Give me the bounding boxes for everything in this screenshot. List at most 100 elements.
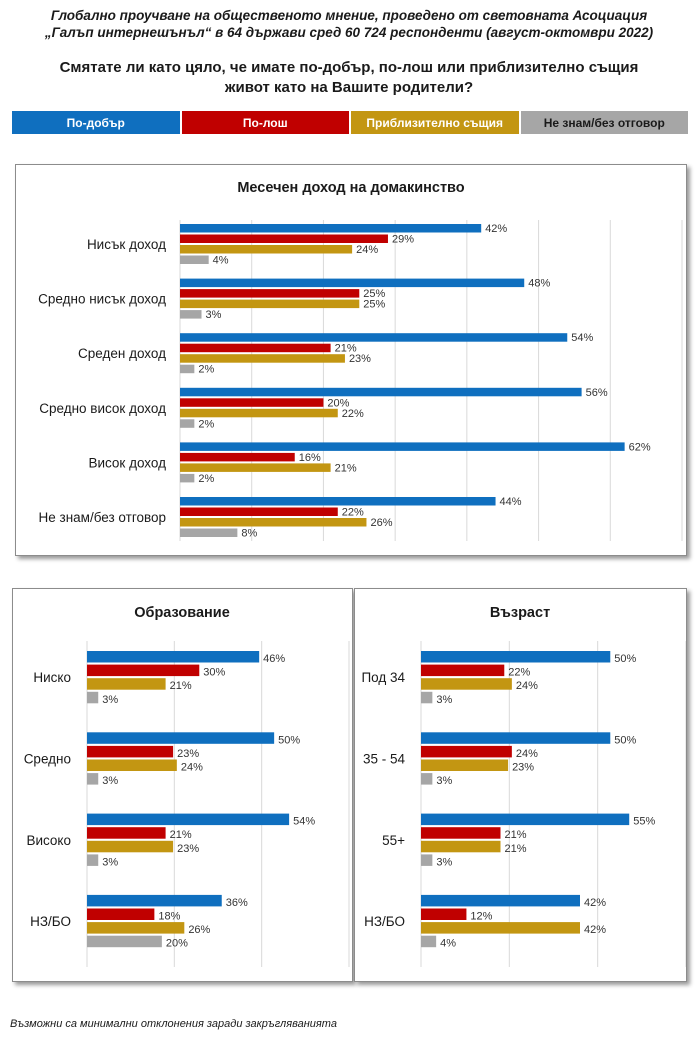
- value-label: 24%: [516, 748, 538, 760]
- bar-better: [87, 732, 275, 744]
- value-label: 22%: [342, 408, 364, 420]
- bar-better: [87, 894, 222, 907]
- bar-dont-know: [421, 691, 433, 704]
- value-label: 23%: [177, 748, 199, 760]
- bar-same: [87, 922, 185, 934]
- question-line-1: Смятате ли като цяло, че имате по-добър,…: [59, 59, 639, 76]
- bar-same: [180, 354, 345, 363]
- value-label: 24%: [356, 244, 378, 256]
- bar-same: [180, 299, 360, 309]
- value-label: 30%: [203, 667, 225, 679]
- bar-dont-know: [180, 473, 195, 483]
- bar-same: [180, 518, 367, 527]
- bar-worse: [180, 452, 295, 462]
- bar-dont-know: [421, 935, 437, 948]
- category-label: Средно висок доход: [39, 401, 166, 416]
- bar-worse: [87, 664, 200, 677]
- category-label: Среден доход: [78, 346, 166, 361]
- bar-dont-know: [87, 854, 99, 866]
- bar-better: [421, 894, 580, 907]
- value-label: 21%: [505, 843, 527, 855]
- bar-worse: [180, 289, 360, 298]
- value-label: 12%: [470, 911, 492, 923]
- bar-worse: [180, 507, 338, 516]
- value-label: 3%: [436, 775, 452, 787]
- bar-same: [180, 245, 353, 254]
- question-line-2: живот като на Вашите родители?: [224, 79, 474, 96]
- category-label: НЗ/БО: [364, 914, 405, 929]
- category-label: Не знам/без отговор: [39, 510, 167, 525]
- bar-better: [180, 278, 525, 288]
- value-label: 26%: [370, 517, 392, 529]
- age-chart-panel: Възраст Под 34 50% 22% 24% 3% 35 - 54 50% 24% 23%…: [354, 588, 687, 982]
- value-label: 3%: [206, 309, 222, 321]
- value-label: 21%: [170, 680, 192, 692]
- value-label: 21%: [335, 343, 357, 355]
- value-label: 8%: [241, 528, 257, 540]
- value-label: 55%: [633, 816, 655, 828]
- value-label: 44%: [500, 496, 522, 508]
- value-label: 20%: [327, 397, 349, 409]
- chart-title: Месечен доход на домакинство: [237, 180, 464, 196]
- survey-question: Смятате ли като цяло, че имате по-добър,…: [0, 58, 698, 98]
- chart-title: Образование: [134, 605, 230, 621]
- value-label: 25%: [363, 288, 385, 300]
- income-chart: Месечен доход на домакинство Нисък доход 4…: [38, 180, 683, 541]
- value-label: 2%: [198, 473, 214, 485]
- bar-dont-know: [180, 364, 195, 374]
- bar-worse: [421, 908, 467, 920]
- value-label: 23%: [349, 353, 371, 365]
- value-label: 36%: [226, 897, 248, 909]
- bar-worse: [421, 745, 512, 758]
- value-label: 22%: [342, 507, 364, 519]
- value-label: 21%: [335, 462, 357, 474]
- education-chart-panel: Образование Ниско 46% 30% 21% 3% Средно 50% 23% 2…: [12, 588, 353, 982]
- value-label: 18%: [158, 911, 180, 923]
- value-label: 48%: [528, 278, 550, 290]
- value-label: 24%: [181, 762, 203, 774]
- value-label: 46%: [263, 653, 285, 665]
- bar-better: [180, 387, 582, 397]
- category-label: Средно: [24, 752, 71, 767]
- category-label: 55+: [382, 833, 405, 848]
- value-label: 24%: [516, 680, 538, 692]
- bar-better: [180, 333, 568, 342]
- category-label: НЗ/БО: [30, 914, 71, 929]
- bar-same: [180, 463, 331, 472]
- bar-dont-know: [180, 255, 209, 264]
- source-line-2: „Галъп интернешънъл“ в 64 държави сред 6…: [44, 25, 654, 40]
- bar-dont-know: [421, 854, 433, 866]
- bar-same: [87, 678, 166, 690]
- category-label: Ниско: [33, 670, 71, 685]
- value-label: 25%: [363, 299, 385, 311]
- value-label: 29%: [392, 234, 414, 246]
- value-label: 42%: [485, 223, 507, 235]
- bar-same: [421, 840, 501, 853]
- bar-same: [421, 759, 509, 771]
- bar-better: [180, 442, 625, 451]
- category-label: Високо: [26, 833, 71, 848]
- value-label: 3%: [436, 856, 452, 868]
- footnote: Възможни са минимални отклонения заради …: [10, 1018, 337, 1030]
- bar-better: [180, 224, 482, 233]
- category-label: Средно нисък доход: [38, 292, 166, 307]
- value-label: 3%: [102, 775, 118, 787]
- value-label: 21%: [170, 829, 192, 841]
- value-label: 21%: [505, 829, 527, 841]
- bar-better: [421, 651, 611, 663]
- bar-same: [87, 840, 174, 853]
- value-label: 2%: [198, 364, 214, 376]
- value-label: 54%: [571, 332, 593, 344]
- value-label: 50%: [614, 653, 636, 665]
- value-label: 4%: [213, 255, 229, 267]
- value-label: 20%: [166, 938, 188, 950]
- bar-same: [180, 408, 338, 418]
- value-label: 16%: [299, 452, 321, 464]
- legend-item-worse: По-лош: [181, 111, 351, 134]
- value-label: 23%: [177, 843, 199, 855]
- bar-dont-know: [180, 310, 202, 319]
- value-label: 56%: [586, 387, 608, 399]
- bar-dont-know: [87, 773, 99, 785]
- legend: По-добър По-лош Приблизително същия Не з…: [12, 111, 688, 134]
